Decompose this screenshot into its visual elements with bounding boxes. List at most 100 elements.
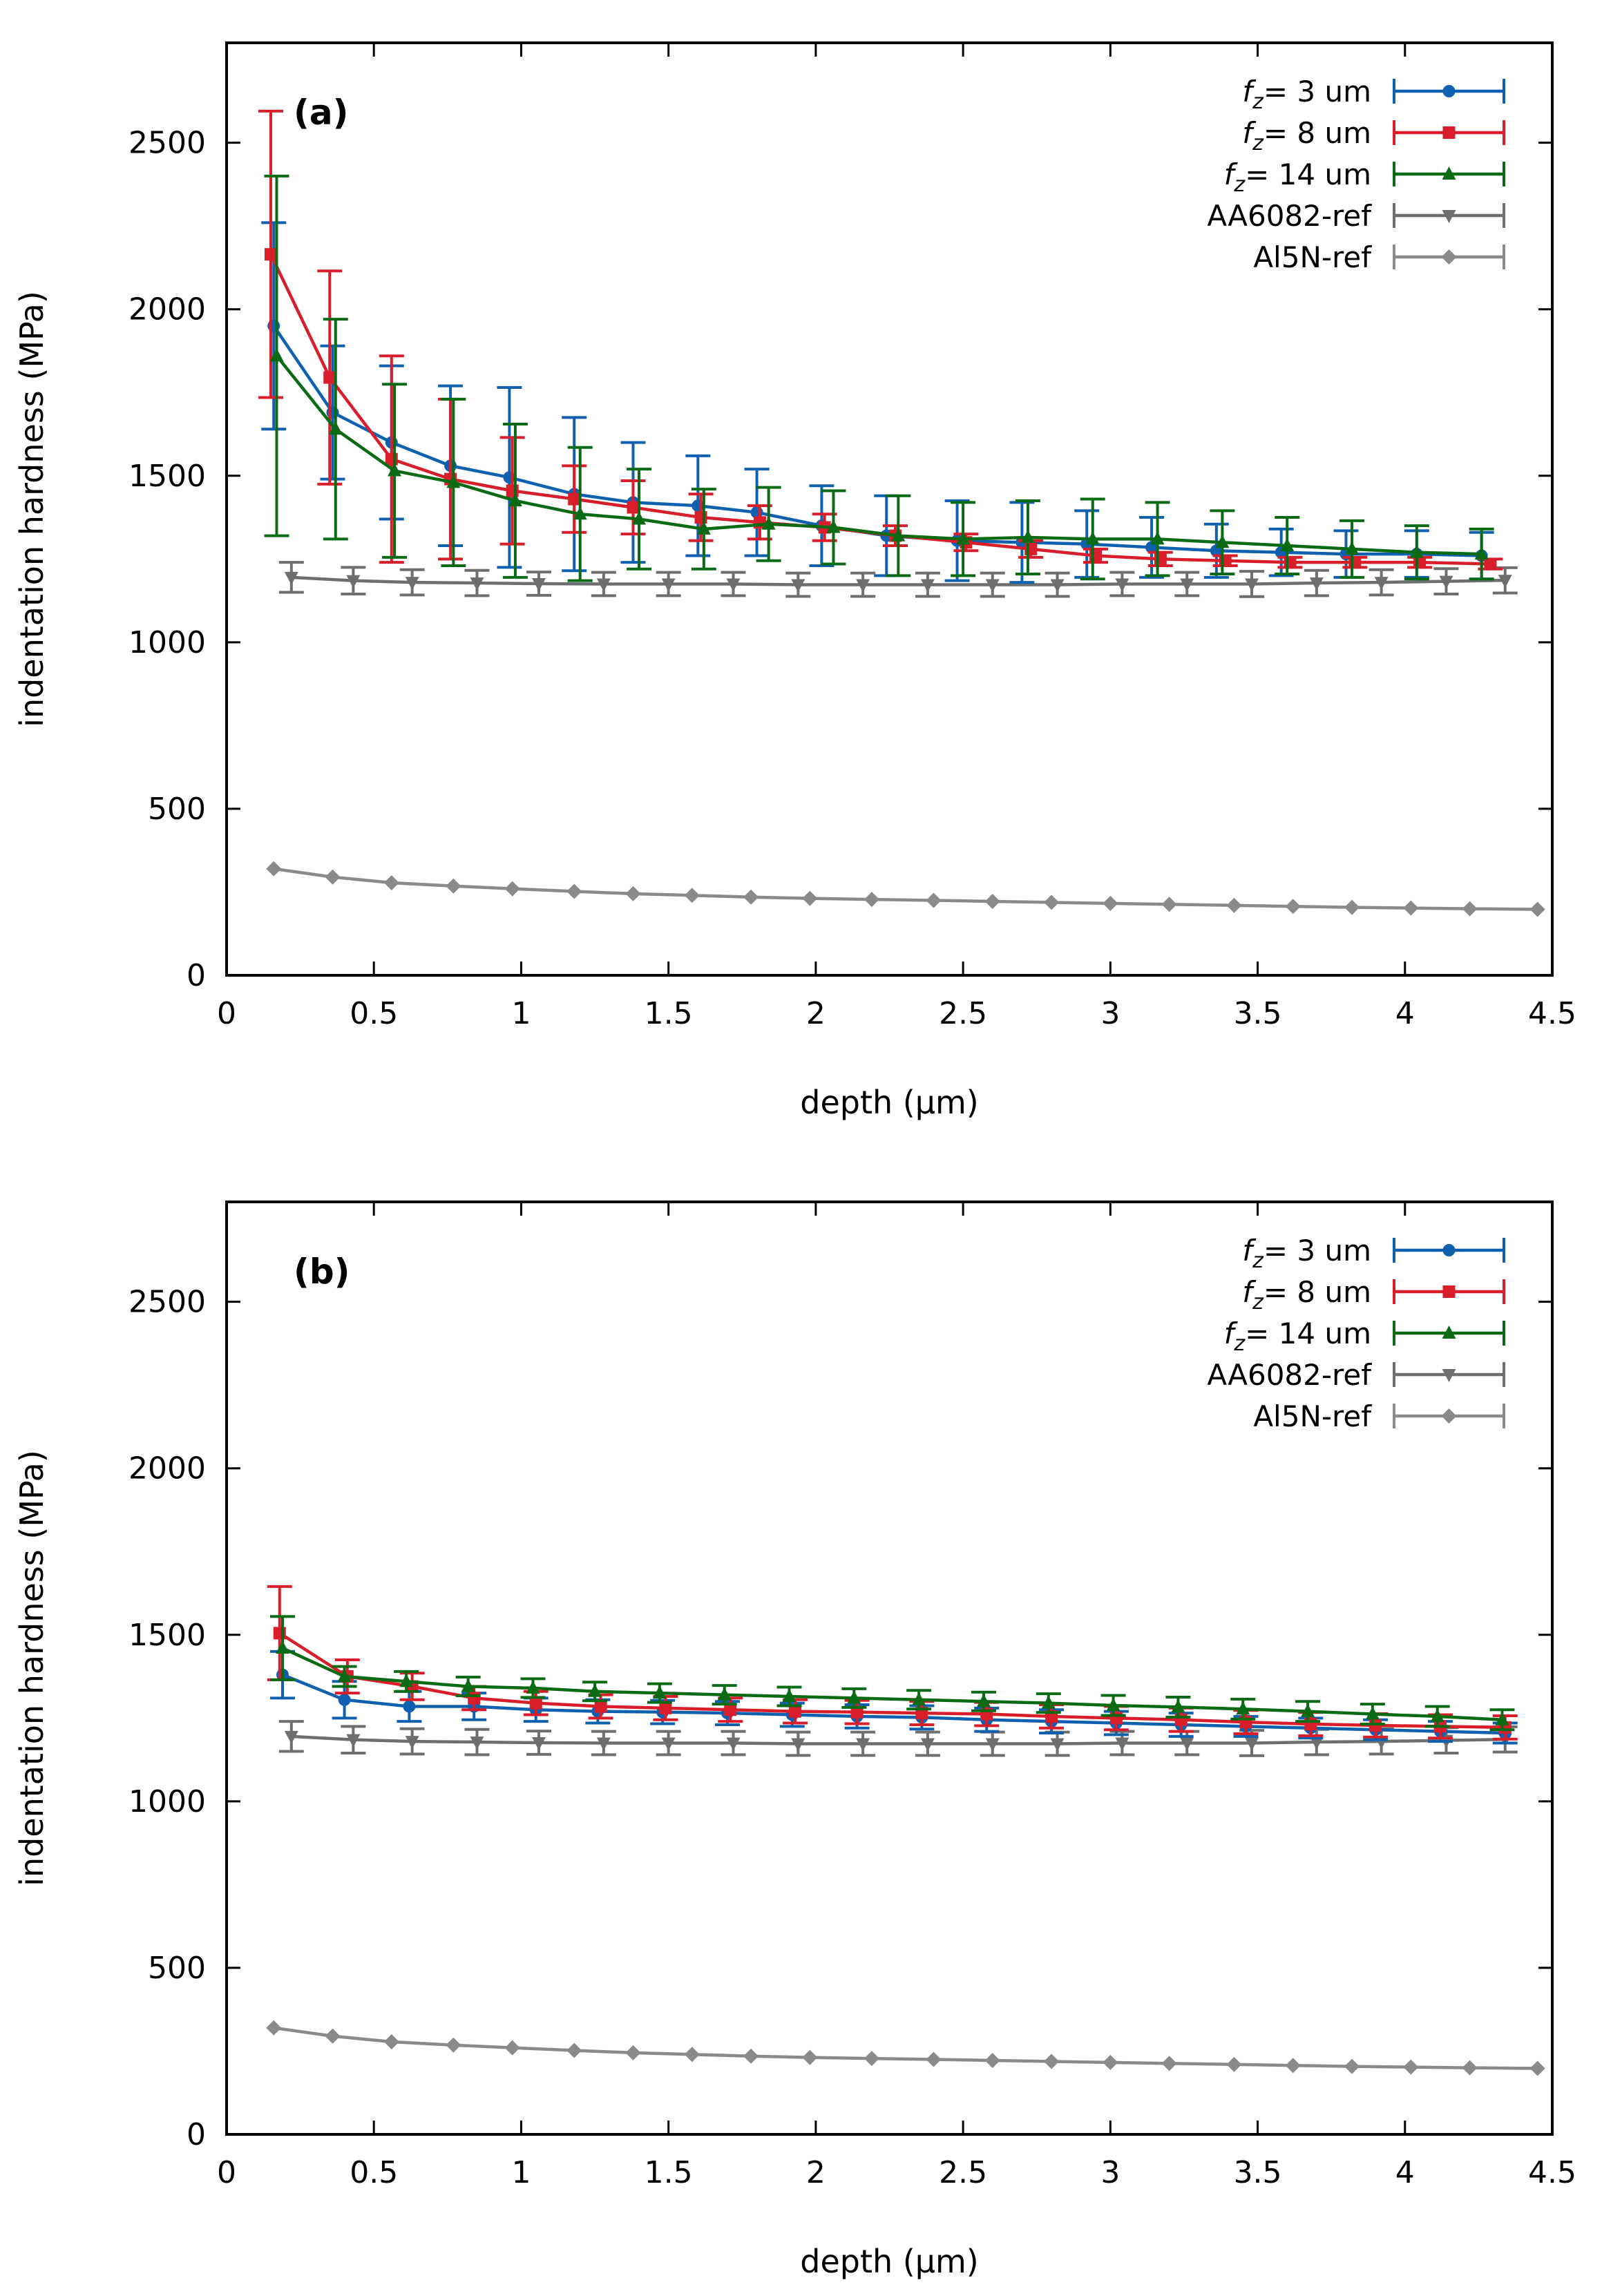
- y-tick-label: 1500: [128, 459, 206, 494]
- data-point: [1024, 542, 1038, 555]
- series-line: [275, 354, 1482, 556]
- y-axis-label: indentation hardness (MPa): [13, 1450, 50, 1886]
- legend-marker: [1442, 1244, 1456, 1256]
- x-tick-label: 3.5: [1234, 996, 1282, 1031]
- x-tick-label: 1.5: [645, 2155, 693, 2190]
- data-point: [1529, 901, 1545, 917]
- data-point: [1301, 1703, 1315, 1717]
- data-point: [1020, 529, 1035, 543]
- data-point: [461, 1678, 475, 1692]
- y-tick-label: 2000: [128, 292, 206, 327]
- data-point: [532, 578, 546, 591]
- data-point: [1180, 1737, 1194, 1751]
- data-point: [529, 1696, 542, 1710]
- data-point: [1309, 577, 1324, 591]
- legend-marker: [1441, 249, 1457, 265]
- legend-marker: [1442, 1285, 1456, 1298]
- x-tick-label: 4.5: [1528, 996, 1576, 1031]
- data-point: [661, 578, 676, 592]
- panel-b-chart: 0 500 1000 1500 2000 2500 0 0.5 1 1.5 2 2.5 3 3.5 4 4.5…: [13, 1200, 1576, 2280]
- legend-marker: [1442, 166, 1456, 180]
- data-point: [385, 452, 398, 466]
- data-point: [847, 1690, 861, 1704]
- x-tick-label: 4: [1395, 996, 1415, 1031]
- data-point: [276, 1640, 290, 1654]
- data-point: [652, 1685, 667, 1699]
- data-point: [346, 575, 361, 589]
- legend-label: fz= 8 um: [1242, 1275, 1371, 1314]
- data-point: [284, 1730, 298, 1744]
- data-point: [1089, 549, 1103, 562]
- legend-label: fz= 3 um: [1242, 1234, 1371, 1273]
- data-point: [1285, 2058, 1301, 2074]
- data-point: [267, 319, 280, 332]
- data-point: [470, 577, 484, 591]
- data-point: [791, 1738, 805, 1752]
- data-point: [761, 516, 776, 530]
- legend-label: AA6082-ref: [1207, 199, 1372, 233]
- series-fz-3-um: [270, 1649, 1518, 1745]
- data-point: [864, 892, 879, 908]
- panel-b-plot-frame: [225, 1200, 1554, 2136]
- data-point: [328, 421, 343, 435]
- data-point: [632, 511, 647, 525]
- data-point: [1161, 2056, 1177, 2072]
- panel-label: (a): [294, 93, 348, 133]
- data-point: [1174, 1713, 1188, 1726]
- y-tick-label: 2500: [128, 126, 206, 161]
- y-tick-label: 1000: [128, 625, 206, 660]
- data-point: [273, 1627, 286, 1640]
- y-tick-label: 0: [187, 958, 206, 993]
- series-line: [273, 2026, 1538, 2070]
- data-point: [1304, 1718, 1317, 1730]
- data-point: [891, 528, 906, 542]
- legend-marker: [1442, 126, 1456, 139]
- data-point: [1226, 897, 1242, 913]
- data-point: [864, 2051, 879, 2067]
- data-point: [468, 1692, 481, 1705]
- data-point: [717, 1687, 732, 1701]
- data-point: [802, 890, 818, 906]
- data-point: [1285, 899, 1301, 915]
- data-point: [1115, 1737, 1129, 1751]
- data-point: [588, 1683, 602, 1697]
- series-line: [282, 1673, 1505, 1735]
- data-point: [1344, 899, 1360, 915]
- data-point: [405, 577, 419, 591]
- data-point: [791, 579, 805, 593]
- data-point: [985, 1738, 1000, 1752]
- data-point: [325, 2028, 341, 2044]
- data-point: [856, 1738, 870, 1752]
- y-tick-label: 0: [187, 2117, 206, 2152]
- data-point: [1413, 556, 1427, 569]
- series-aa6082-ref: [278, 561, 1518, 598]
- x-tick-label: 2: [806, 2155, 826, 2190]
- data-point: [984, 893, 1000, 909]
- x-tick-label: 3.5: [1234, 2155, 1282, 2190]
- data-point: [1115, 578, 1129, 592]
- data-point: [625, 886, 641, 901]
- data-point: [568, 492, 581, 506]
- data-point: [1374, 577, 1389, 591]
- x-tick-label: 4.5: [1528, 2155, 1576, 2190]
- data-point: [1171, 1699, 1185, 1713]
- legend-marker: [1442, 85, 1456, 97]
- legend-marker: [1442, 1326, 1456, 1339]
- data-point: [724, 1703, 737, 1716]
- data-point: [1085, 531, 1100, 545]
- data-point: [694, 511, 707, 524]
- panel-a-plot-frame: [225, 41, 1554, 977]
- data-point: [1344, 2058, 1360, 2074]
- series-aa6082-ref: [278, 1720, 1518, 1757]
- data-point: [1154, 553, 1167, 566]
- data-point: [405, 1736, 419, 1750]
- x-tick-label: 4: [1395, 2155, 1415, 2190]
- data-point: [284, 571, 298, 585]
- data-point: [1495, 1712, 1509, 1725]
- legend-label: Al5N-ref: [1253, 1399, 1372, 1433]
- series-line: [272, 325, 1482, 557]
- data-point: [526, 1680, 540, 1694]
- data-point: [684, 888, 700, 903]
